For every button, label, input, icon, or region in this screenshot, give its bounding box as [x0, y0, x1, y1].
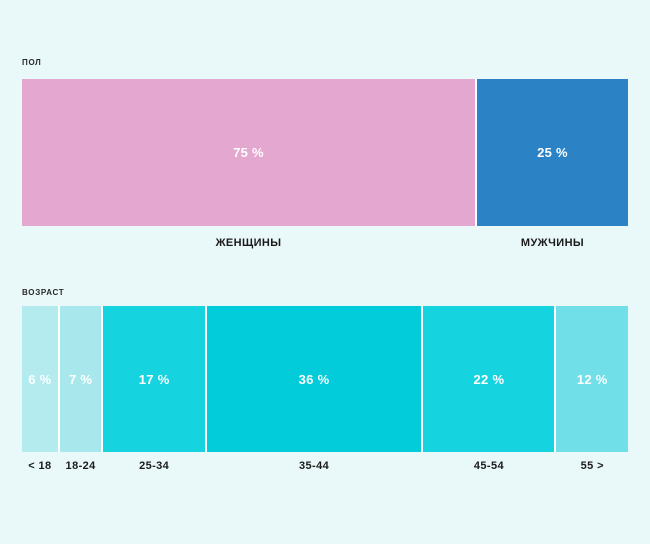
segment-35-44: 36 %: [206, 306, 422, 452]
segment-55-plus-value-label: 12 %: [576, 371, 608, 387]
segment-25-34-value-label: 17 %: [138, 371, 170, 387]
segment-men-value-label: 25 %: [537, 145, 568, 160]
age-category-labels: < 18 18-24 25-34 35-44 45-54 55 >: [22, 459, 628, 473]
category-label-45-54: 45-54: [473, 460, 504, 472]
segment-men: 25 %: [477, 79, 628, 226]
segment-18-24: 7 %: [59, 306, 102, 452]
segment-women: 75 %: [22, 79, 475, 226]
category-label-under-18: < 18: [28, 460, 52, 472]
segment-18-24-value-label: 7 %: [68, 371, 93, 387]
segment-45-54: 22 %: [423, 306, 555, 452]
age-bar: 6 % 7 % 17 % 36 % 22 % 12 %: [22, 306, 628, 452]
segment-35-44-value-label: 36 %: [298, 371, 330, 387]
category-label-men: МУЖЧИНЫ: [520, 237, 585, 249]
gender-chart-title: ПОЛ: [22, 58, 42, 67]
age-chart-title: ВОЗРАСТ: [22, 288, 65, 297]
segment-women-value-label: 75 %: [233, 145, 264, 160]
category-label-18-24: 18-24: [65, 460, 96, 472]
category-label-25-34: 25-34: [139, 460, 170, 472]
category-label-35-44: 35-44: [299, 460, 330, 472]
gender-chart: ПОЛ 75 % 25 % ЖЕНЩИНЫ МУЖЧИНЫ: [22, 57, 628, 250]
segment-under-18-value-label: 6 %: [28, 371, 52, 387]
segment-under-18: 6 %: [22, 306, 58, 452]
age-chart: ВОЗРАСТ 6 % 7 % 17 % 36 % 22 % 12 % < 18…: [22, 287, 628, 473]
category-label-women: ЖЕНЩИНЫ: [215, 237, 282, 249]
gender-category-labels: ЖЕНЩИНЫ МУЖЧИНЫ: [22, 236, 628, 250]
category-label-55-plus: 55 >: [580, 460, 604, 472]
gender-bar: 75 % 25 %: [22, 79, 628, 226]
segment-55-plus: 12 %: [556, 306, 628, 452]
segment-25-34: 17 %: [103, 306, 205, 452]
segment-45-54-value-label: 22 %: [473, 371, 505, 387]
